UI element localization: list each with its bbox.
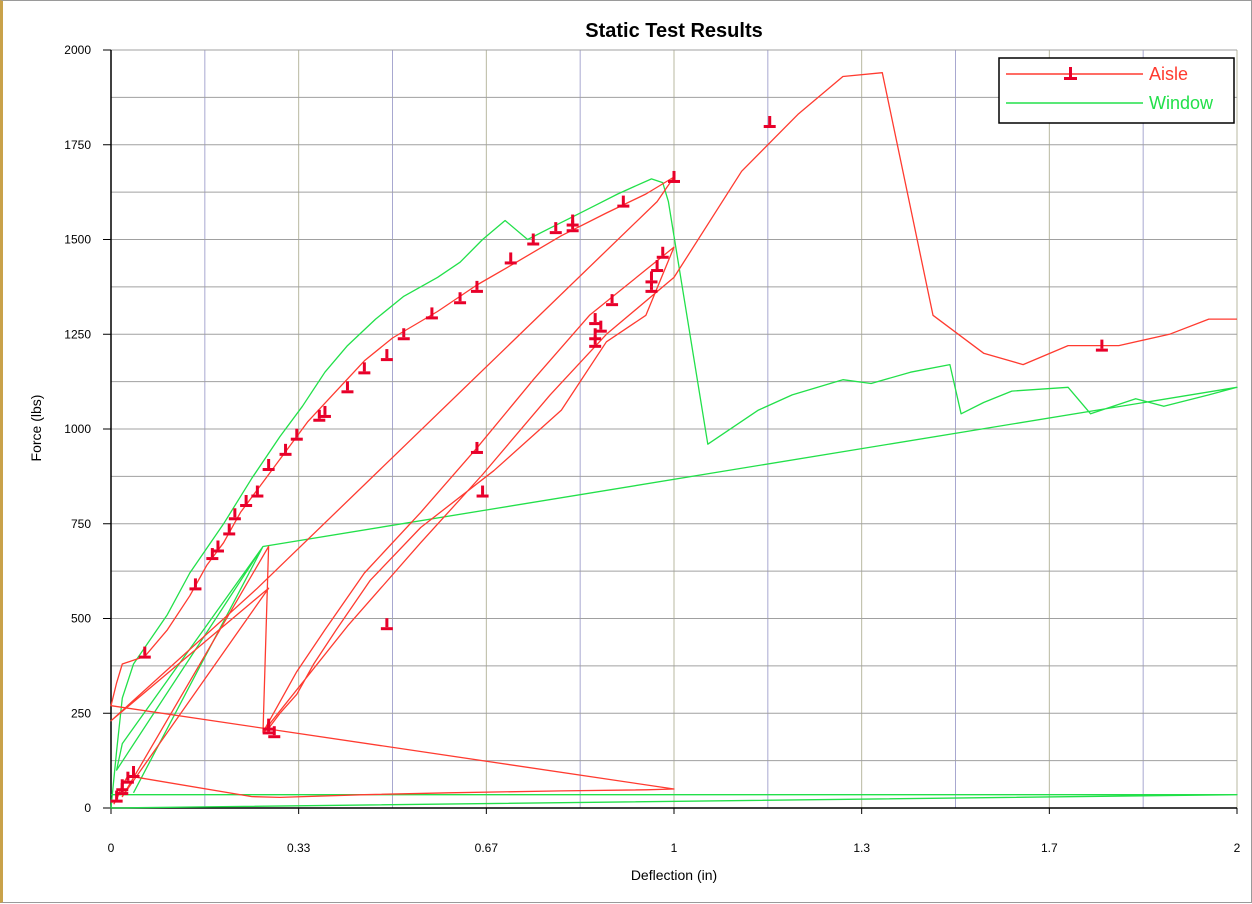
legend-box [998,57,1235,124]
aisle-data-marker [262,459,275,472]
aisle-data-marker [425,307,438,320]
chart-title: Static Test Results [585,20,762,42]
aisle-data-marker [380,618,393,631]
y-tick-label: 1500 [64,233,91,247]
aisle-data-marker [589,328,602,341]
y-tick-label: 1000 [64,422,91,436]
aisle-data-marker [251,485,264,498]
y-tick-label: 750 [71,517,91,531]
aisle-data-marker [763,116,776,129]
aisle-data-marker [527,233,540,246]
x-tick-label: 1.7 [1041,841,1058,855]
chart-svg: Static Test Results 0 0.33 0.67 1 1.3 1.7 2 0 25… [28,20,1241,883]
y-tick-label: 2000 [64,43,91,57]
y-tick-label: 1250 [64,327,91,341]
aisle-data-marker [290,428,303,441]
aisle-data-marker [454,292,467,305]
aisle-data-marker [110,790,123,803]
aisle-data-marker [189,578,202,591]
x-tick-label: 0 [108,841,115,855]
aisle-data-marker [589,313,602,326]
x-tick-label: 0.33 [287,841,311,855]
aisle-data-marker [594,320,607,333]
aisle-data-marker [476,485,489,498]
markers-group [110,116,1108,803]
y-tick-label: 1750 [64,138,91,152]
aisle-data-marker [470,441,483,454]
aisle-data-marker [262,718,275,731]
aisle-data-marker [645,280,658,293]
y-axis-label: Force (lbs) [28,395,44,462]
y-tick-label: 250 [71,706,91,720]
legend-aisle-label: Aisle [1149,64,1188,84]
aisle-data-marker [223,523,236,536]
series-line-aisle [110,72,1237,805]
legend-window-label: Window [1149,93,1214,113]
aisle-data-marker [397,328,410,341]
x-tick-label: 1.3 [853,841,870,855]
aisle-data-marker [318,405,331,418]
aisle-data-marker [668,170,680,183]
aisle-data-marker [566,214,579,227]
aisle-data-marker [380,349,393,362]
y-tick-label: 0 [84,801,91,815]
aisle-data-marker [656,246,669,259]
aisle-data-marker [606,294,619,307]
aisle-data-marker [211,540,224,553]
x-tick-label: 1 [671,841,678,855]
y-tick-label: 500 [71,612,91,626]
legend: Aisle Window [998,57,1235,124]
series-group [110,72,1238,809]
aisle-data-marker [645,271,658,284]
x-tick-label: 2 [1234,841,1241,855]
aisle-data-marker [138,646,151,659]
legend-aisle-marker [1064,67,1077,80]
aisle-data-marker [268,726,281,739]
x-axis-label: Deflection (in) [631,867,717,883]
grid [110,49,1238,809]
aisle-data-marker [358,362,371,375]
aisle-data-marker [240,495,253,508]
aisle-data-marker [279,443,292,456]
series-line-window [110,178,1238,809]
aisle-data-marker [470,280,483,293]
aisle-data-marker [228,508,241,521]
aisle-data-marker [1095,339,1108,352]
aisle-data-marker [127,765,140,778]
aisle-data-marker [341,381,354,394]
aisle-data-marker [549,222,562,235]
aisle-data-marker [313,409,326,422]
aisle-data-marker [116,783,129,796]
aisle-data-marker [206,548,219,561]
aisle-data-marker [504,252,517,265]
aisle-data-marker [651,260,664,273]
axes: 0 0.33 0.67 1 1.3 1.7 2 0 250 500 750 1000 1250 1500 1… [64,43,1240,855]
x-tick-label: 0.67 [475,841,499,855]
aisle-data-marker [617,195,630,208]
aisle-data-marker [589,335,602,348]
